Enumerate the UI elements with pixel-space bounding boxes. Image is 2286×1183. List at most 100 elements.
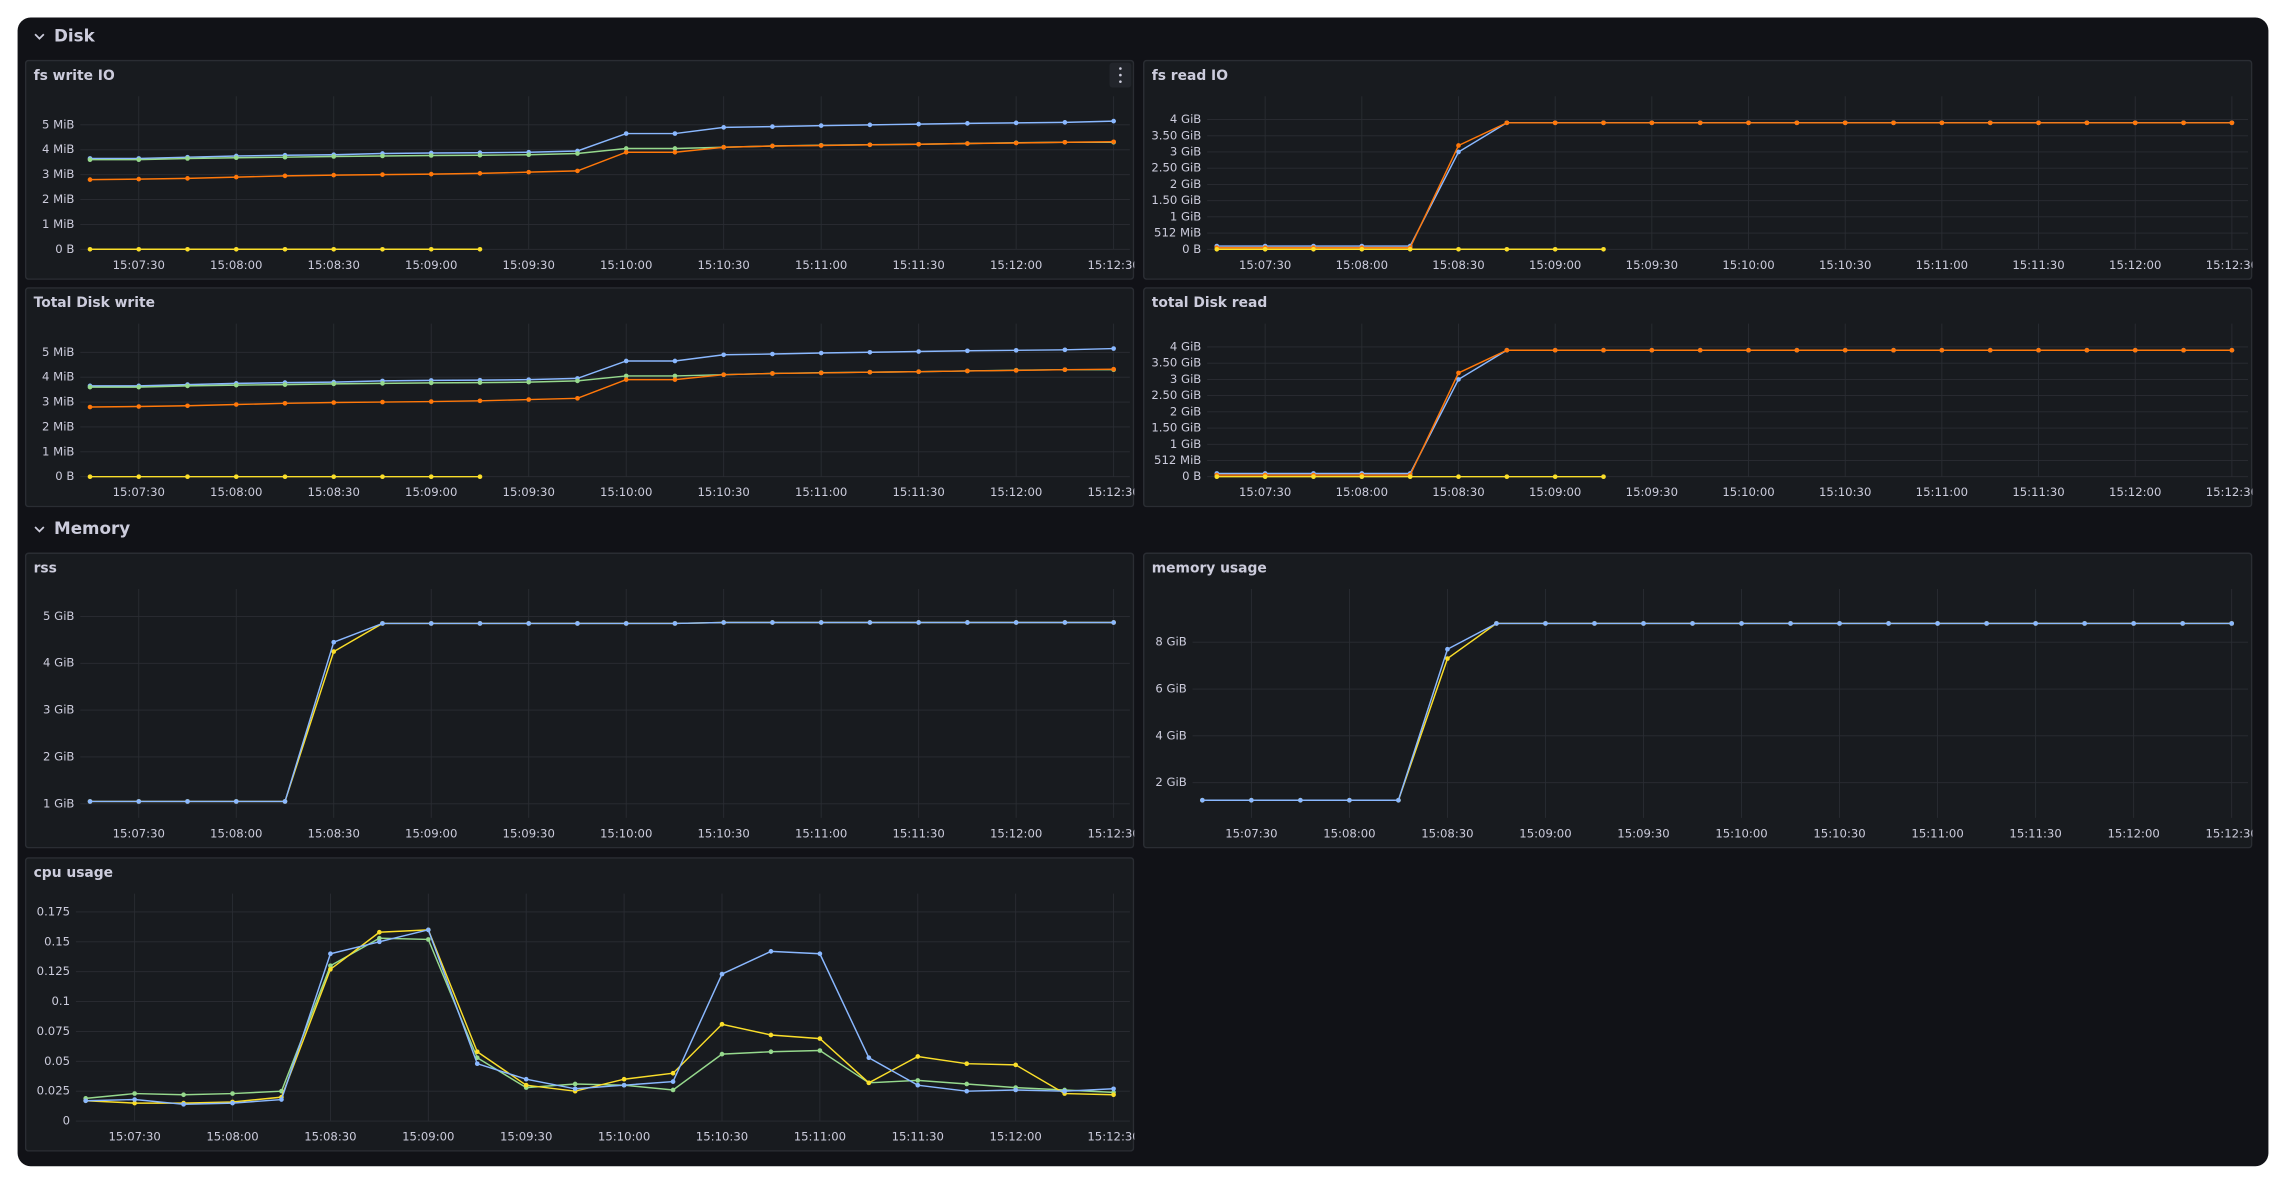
y-tick-label: 2 MiB — [42, 192, 74, 206]
data-point — [1111, 620, 1116, 625]
data-point — [1697, 347, 1703, 353]
data-point — [670, 1070, 676, 1076]
panel-title: rss — [34, 561, 57, 577]
data-point — [1013, 1062, 1019, 1068]
data-point — [621, 1082, 627, 1088]
x-tick-label: 15:11:00 — [1911, 826, 1963, 840]
data-point — [672, 358, 678, 364]
x-tick-label: 15:11:00 — [795, 485, 847, 499]
series-line — [1202, 622, 2232, 801]
x-tick-label: 15:07:30 — [113, 826, 165, 840]
data-point — [282, 400, 288, 406]
x-tick-label: 15:09:30 — [500, 1130, 552, 1144]
x-tick-label: 15:08:30 — [1421, 826, 1473, 840]
y-tick-label: 0.075 — [37, 1024, 70, 1038]
data-point — [87, 157, 93, 163]
data-point — [331, 639, 337, 645]
data-point — [1396, 797, 1401, 803]
x-tick-label: 15:08:00 — [1336, 485, 1388, 499]
section-title[interactable]: Memory — [54, 518, 130, 538]
data-point — [817, 1036, 823, 1041]
x-tick-label: 15:12:30 — [2205, 826, 2257, 840]
data-point — [1311, 474, 1316, 480]
collapse-icon[interactable] — [34, 33, 45, 40]
x-tick-label: 15:08:00 — [1336, 258, 1388, 272]
x-tick-label: 15:11:30 — [892, 258, 944, 272]
y-tick-label: 1.50 GiB — [1151, 421, 1201, 435]
panel: rss 1 GiB 2 GiB 3 GiB 4 GiB 5 GiB 15:07:30 15:0… — [24, 552, 1134, 849]
y-tick-label: 4 GiB — [1170, 112, 1201, 126]
y-tick-label: 2 GiB — [1155, 775, 1186, 789]
x-tick-label: 15:11:30 — [892, 1130, 944, 1144]
x-tick-label: 15:09:30 — [1626, 485, 1678, 499]
data-point — [87, 384, 93, 390]
data-point — [1552, 347, 1558, 353]
y-tick-label: 0.1 — [52, 994, 71, 1008]
data-point — [1347, 797, 1352, 803]
data-point — [380, 172, 385, 177]
data-point — [2181, 120, 2186, 126]
x-tick-label: 15:10:30 — [696, 1130, 748, 1144]
data-point — [1200, 797, 1205, 803]
data-point — [818, 350, 824, 356]
x-tick-label: 15:08:30 — [308, 485, 360, 499]
data-point — [282, 173, 288, 179]
data-point — [721, 125, 727, 130]
x-tick-label: 15:07:30 — [1239, 258, 1291, 272]
x-tick-label: 15:10:00 — [598, 1130, 650, 1144]
data-point — [818, 370, 824, 376]
data-point — [477, 474, 483, 480]
data-point — [768, 1032, 774, 1038]
data-point — [328, 963, 333, 969]
data-point — [523, 1082, 529, 1088]
data-point — [1298, 797, 1303, 803]
data-point — [1601, 347, 1606, 353]
data-point — [2229, 120, 2235, 126]
data-point — [1837, 621, 1842, 626]
y-tick-label: 0.125 — [37, 964, 70, 978]
data-point — [477, 380, 483, 385]
data-point — [719, 1051, 725, 1057]
x-tick-label: 15:11:30 — [2012, 485, 2064, 499]
panel: fs write IO 0 B 1 MiB 2 MiB 3 MiB 4 MiB 5 MiB 1… — [24, 59, 1134, 280]
y-tick-label: 2 GiB — [1170, 404, 1201, 418]
data-point — [2180, 621, 2185, 626]
data-point — [282, 246, 288, 252]
data-point — [915, 1082, 921, 1088]
data-point — [185, 176, 190, 181]
data-point — [770, 124, 775, 129]
x-tick-label: 15:09:00 — [1529, 258, 1581, 272]
data-point — [185, 383, 190, 389]
y-tick-label: 1 MiB — [42, 444, 74, 458]
data-point — [380, 381, 385, 386]
data-point — [866, 1080, 872, 1086]
panel-title: fs write IO — [34, 68, 115, 84]
data-point — [279, 1097, 284, 1102]
menu-dot — [1119, 67, 1122, 70]
series-line — [90, 141, 1114, 181]
data-point — [672, 373, 678, 379]
data-point — [1794, 347, 1800, 353]
data-point — [282, 382, 288, 387]
data-point — [1445, 656, 1450, 661]
x-tick-label: 15:11:30 — [892, 826, 944, 840]
series-line — [90, 347, 1114, 387]
x-tick-label: 15:08:00 — [210, 826, 262, 840]
y-tick-label: 3.50 GiB — [1151, 356, 1201, 370]
data-point — [1842, 347, 1848, 353]
data-point — [181, 1092, 186, 1098]
data-point — [87, 246, 93, 252]
x-tick-label: 15:09:00 — [402, 1130, 454, 1144]
data-point — [721, 372, 727, 378]
data-point — [282, 154, 288, 160]
data-point — [867, 122, 873, 128]
data-point — [1062, 367, 1068, 373]
x-tick-label: 15:11:30 — [892, 485, 944, 499]
data-point — [428, 621, 434, 626]
y-tick-label: 4 GiB — [1170, 339, 1201, 353]
section-title[interactable]: Disk — [54, 25, 96, 45]
x-tick-label: 15:08:30 — [1432, 258, 1484, 272]
x-tick-label: 15:10:00 — [1722, 485, 1774, 499]
x-tick-label: 15:10:30 — [698, 826, 750, 840]
collapse-icon[interactable] — [34, 526, 45, 533]
